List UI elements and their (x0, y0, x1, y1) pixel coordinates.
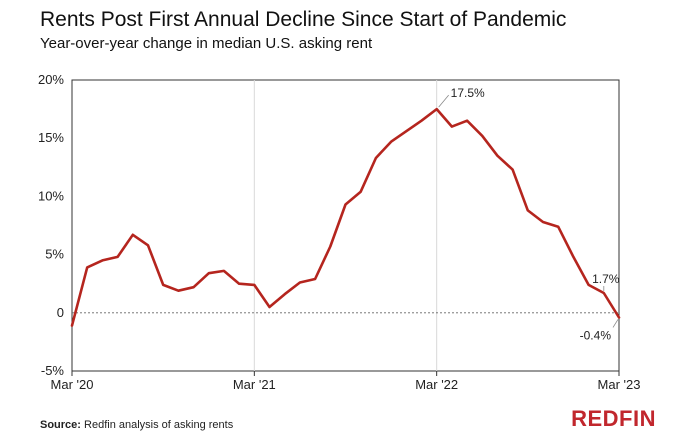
y-tick-label: -5% (41, 363, 65, 378)
x-tick-label: Mar '20 (51, 377, 94, 392)
annotation-leader (438, 94, 449, 108)
x-tick-label: Mar '22 (415, 377, 458, 392)
series-line (70, 107, 621, 327)
redfin-logo: REDFIN (571, 406, 656, 431)
chart-title: Rents Post First Annual Decline Since St… (40, 8, 567, 31)
annotation-peak: 17.5% (451, 86, 485, 100)
source-note: Source: Redfin analysis of asking rents (40, 419, 233, 431)
y-tick-label: 20% (38, 72, 64, 87)
annotation-leader (612, 319, 619, 328)
x-tick-label: Mar '21 (233, 377, 276, 392)
annotation-latest: -0.4% (580, 328, 612, 342)
chart-subtitle: Year-over-year change in median U.S. ask… (40, 35, 373, 52)
annotation-recent: 1.7% (592, 272, 620, 286)
y-tick-label: 5% (45, 247, 64, 262)
source-label: Source: (40, 419, 81, 431)
x-tick-label: Mar '23 (598, 377, 641, 392)
y-tick-label: 10% (38, 188, 64, 203)
source-text: Redfin analysis of asking rents (80, 419, 234, 431)
y-tick-label: 15% (38, 130, 64, 145)
y-tick-label: 0 (57, 305, 64, 320)
plot-frame (71, 79, 620, 372)
